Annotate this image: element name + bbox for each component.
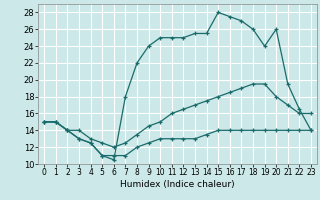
X-axis label: Humidex (Indice chaleur): Humidex (Indice chaleur) [120,180,235,189]
